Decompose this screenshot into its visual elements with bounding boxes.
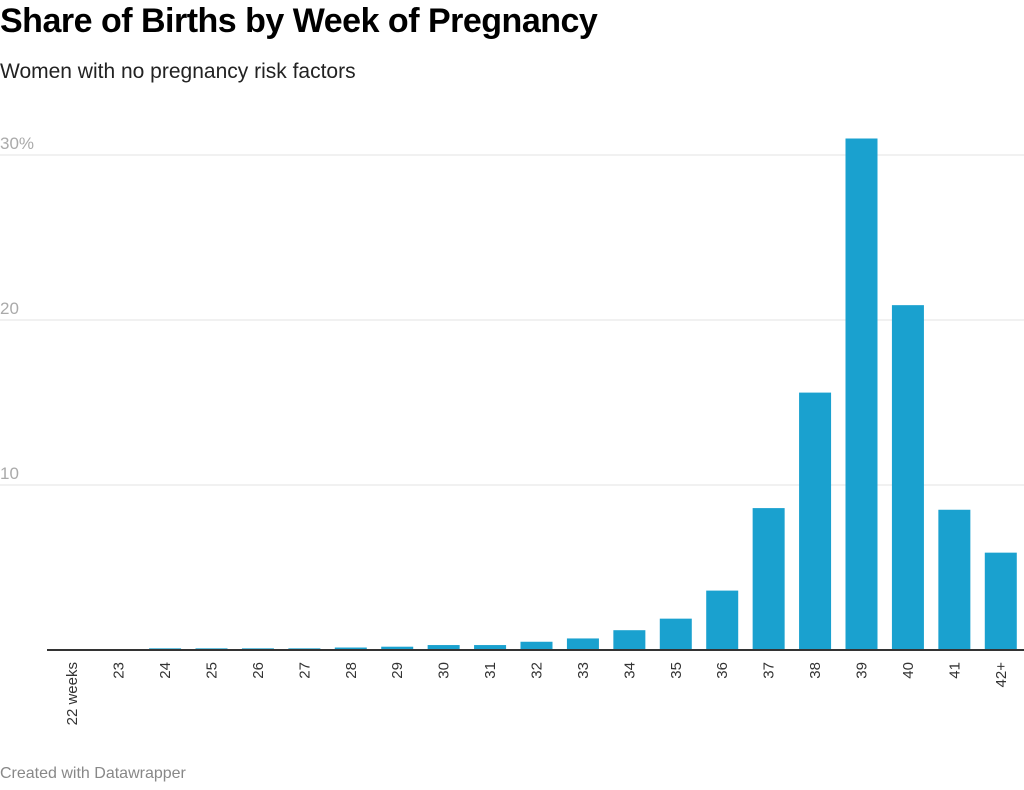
x-tick-label: 27 <box>296 662 313 679</box>
y-tick-label: 30% <box>0 134 34 153</box>
bar-33 <box>566 638 599 650</box>
x-tick-label: 35 <box>668 662 685 679</box>
bar-42 <box>984 552 1017 650</box>
x-tick-label: 31 <box>482 662 499 679</box>
x-tick-label: 32 <box>529 662 546 679</box>
bar-30 <box>427 645 460 650</box>
y-tick-label: 10 <box>0 464 19 483</box>
x-tick-label: 28 <box>343 662 360 679</box>
x-tick-label: 41 <box>946 662 963 679</box>
chart-subtitle: Women with no pregnancy risk factors <box>0 60 356 83</box>
x-tick-label: 37 <box>761 662 778 679</box>
bar-29 <box>381 646 414 650</box>
x-tick-label: 42+ <box>993 662 1010 688</box>
bar-31 <box>474 645 507 650</box>
bar-28 <box>334 647 367 650</box>
footer-credit: Created with Datawrapper <box>0 765 186 782</box>
x-tick-label: 30 <box>436 662 453 679</box>
x-tick-label: 22 weeks <box>64 662 81 725</box>
x-tick-label: 33 <box>575 662 592 679</box>
bar-38 <box>799 392 832 650</box>
bar-37 <box>752 508 785 650</box>
x-tick-label: 23 <box>111 662 128 679</box>
x-tick-label: 25 <box>204 662 221 679</box>
bar-40 <box>891 305 924 650</box>
x-tick-label: 39 <box>854 662 871 679</box>
x-tick-label: 26 <box>250 662 267 679</box>
x-tick-label: 38 <box>807 662 824 679</box>
x-tick-label: 34 <box>621 662 638 679</box>
x-tick-label: 24 <box>157 662 174 679</box>
x-tick-label: 40 <box>900 662 917 679</box>
x-tick-label: 36 <box>714 662 731 679</box>
bar-41 <box>938 509 971 650</box>
bar-32 <box>520 641 553 650</box>
y-tick-label: 20 <box>0 299 19 318</box>
x-tick-label: 29 <box>389 662 406 679</box>
bar-36 <box>706 590 739 650</box>
bar-39 <box>845 138 878 650</box>
bar-35 <box>659 618 692 650</box>
bar-34 <box>613 630 646 650</box>
chart-title: Share of Births by Week of Pregnancy <box>0 2 598 40</box>
